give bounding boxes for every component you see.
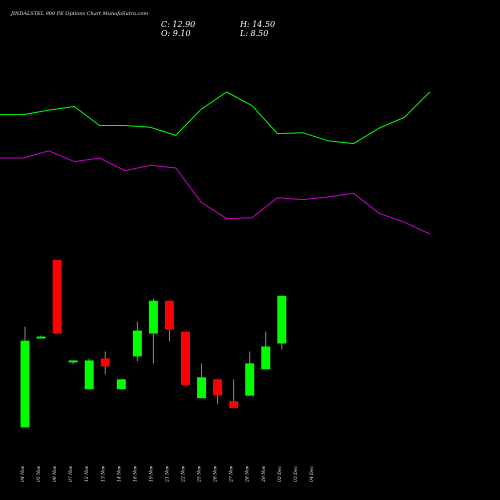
x-tick-label: 29 Nov — [261, 465, 267, 483]
x-tick-label: 27 Nov — [229, 465, 235, 483]
candle-body — [68, 360, 78, 363]
candle-body — [245, 363, 255, 396]
close-value: C: 12.90 — [161, 20, 195, 29]
chart-title: JINDALSTEL 900 PE Options Chart MunafaSu… — [10, 11, 148, 17]
lower-indicator-line — [0, 150, 431, 235]
candle-body — [20, 340, 30, 428]
x-tick-label: 25 Nov — [197, 465, 203, 483]
indicator-lines — [0, 91, 431, 235]
open-value: O: 9.10 — [161, 29, 191, 38]
x-tick-label: 22 Nov — [181, 465, 187, 483]
x-tick-label: 12 Nov — [84, 465, 90, 482]
candle-body — [36, 336, 46, 339]
high-value: H: 14.50 — [239, 20, 275, 29]
candle-body — [261, 346, 271, 370]
candle-body — [164, 300, 174, 330]
candle-body — [132, 330, 142, 357]
candles — [20, 260, 287, 428]
x-tick-label: 07 Nov — [68, 465, 74, 482]
x-tick-label: 06 Nov — [52, 465, 58, 482]
x-tick-label: 26 Nov — [213, 465, 219, 483]
x-tick-label: 28 Nov — [245, 465, 251, 483]
x-tick-label: 05 Nov — [36, 465, 42, 482]
low-value: L: 8.50 — [239, 29, 268, 38]
x-tick-label: 04 Nov — [20, 465, 26, 482]
candle-body — [277, 295, 287, 344]
x-tick-label: 14 Nov — [116, 465, 122, 482]
x-tick-label: 21 Nov — [164, 465, 170, 483]
x-tick-label: 02 Dec — [277, 466, 283, 482]
x-tick-label: 13 Nov — [100, 465, 106, 482]
candle-body — [229, 401, 239, 409]
x-tick-label: 18 Nov — [132, 465, 138, 482]
upper-indicator-line — [0, 91, 431, 145]
candle-body — [213, 379, 223, 396]
x-axis-ticks: 04 Nov 05 Nov 06 Nov 07 Nov 12 Nov 13 Nov 14 N… — [20, 465, 315, 483]
candle-body — [84, 360, 94, 390]
x-tick-label: 03 Dec — [293, 466, 299, 482]
x-tick-label: 04 Dec — [309, 466, 315, 482]
candle-body — [181, 331, 190, 386]
candle-body — [100, 358, 110, 367]
candle-body — [197, 377, 207, 399]
x-tick-label: 19 Nov — [148, 465, 154, 482]
candle-body — [148, 300, 158, 334]
candle-body — [116, 379, 126, 390]
candle-body — [52, 260, 62, 334]
